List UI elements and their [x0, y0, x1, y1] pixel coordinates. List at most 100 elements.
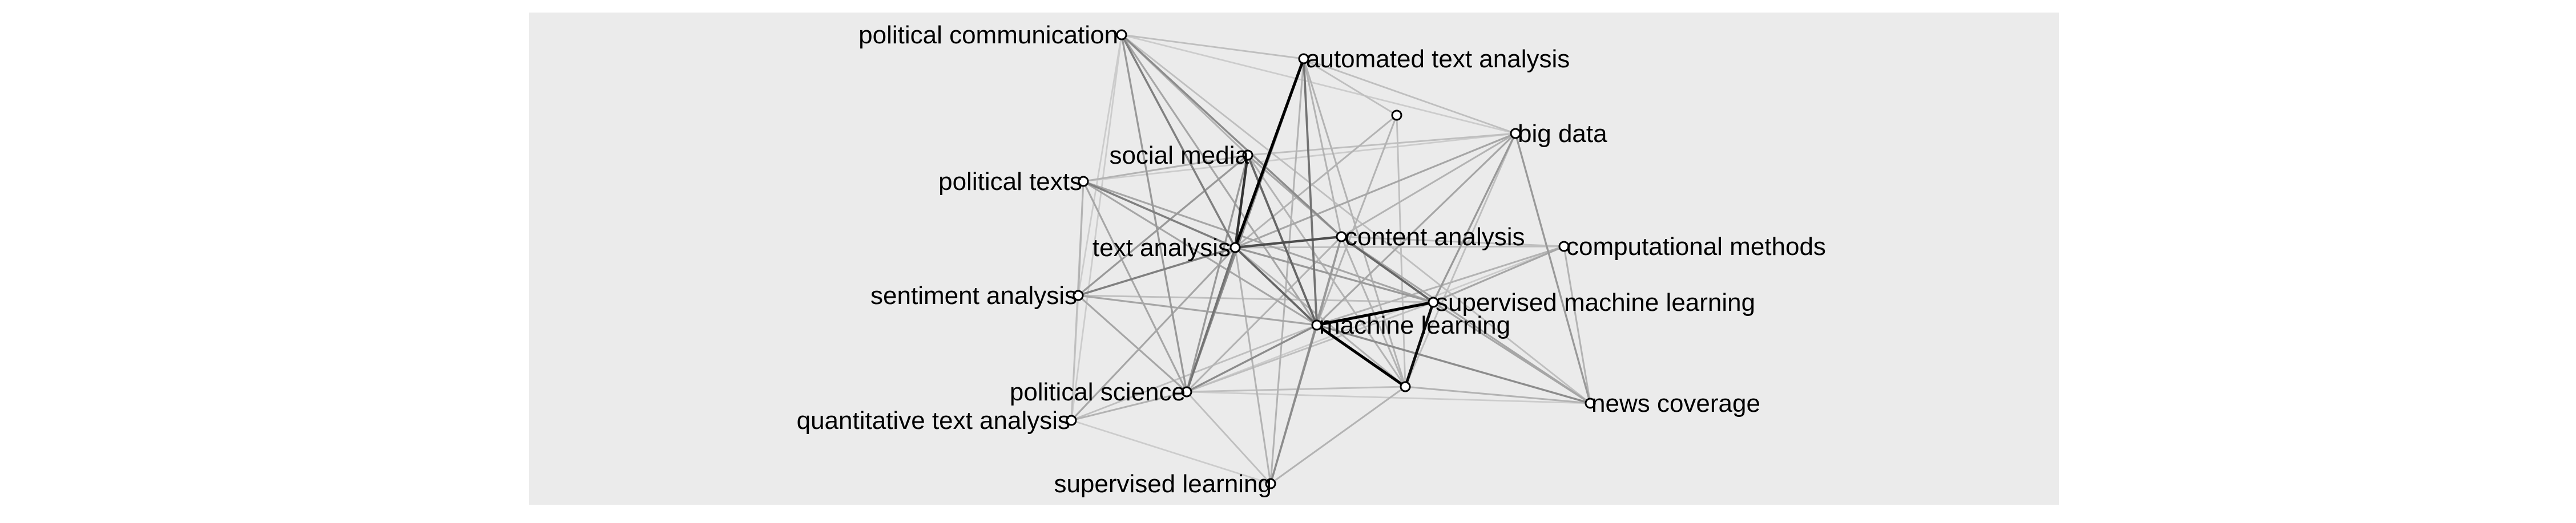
edge-supervised-learning-political-science — [1186, 391, 1272, 485]
edge-sentiment-analysis-supervised-machine-learning — [1077, 294, 1434, 303]
node-label-social-media: social media — [1109, 141, 1249, 169]
node-label-news-coverage: news coverage — [1591, 390, 1760, 417]
node-supervised-learning — [1265, 478, 1276, 489]
edge-political-texts-political-science — [1082, 180, 1188, 393]
node-label-machine-learning: machine learning — [1319, 311, 1510, 339]
edge-computational-methods-text-analysis — [1234, 245, 1565, 249]
edge-computational-methods-supervised-machine-learning — [1432, 245, 1565, 303]
edge-news-coverage-content-analysis — [1340, 236, 1591, 404]
edge-sentiment-analysis-machine-learning — [1077, 294, 1318, 326]
node-label-sentiment-analysis: sentiment analysis — [870, 282, 1077, 310]
node-unlabeled-top — [1391, 110, 1402, 121]
edge-political-communication-news-coverage — [1120, 34, 1591, 404]
edge-political-science-machine-learning — [1186, 324, 1318, 393]
edge-political-texts-text-analysis — [1082, 180, 1236, 249]
edge-political-communication-automated-text-analysis — [1120, 34, 1305, 60]
edge-computational-methods-news-coverage — [1563, 245, 1591, 404]
edge-big-data-supervised-machine-learning — [1432, 132, 1517, 303]
edge-unlabeled-top-machine-learning — [1316, 114, 1398, 326]
edge-computational-methods-political-science — [1186, 245, 1565, 393]
edge-content-analysis-unlabeled-bottom — [1340, 236, 1406, 388]
edge-sentiment-analysis-text-analysis — [1077, 246, 1236, 297]
node-unlabeled-bottom — [1400, 381, 1411, 392]
edge-supervised-machine-learning-news-coverage — [1432, 301, 1591, 404]
node-label-quantitative-text-analysis: quantitative text analysis — [797, 407, 1070, 435]
edge-computational-methods-content-analysis — [1340, 236, 1565, 248]
edge-quantitative-text-analysis-political-science — [1070, 391, 1188, 421]
node-political-communication — [1116, 29, 1127, 40]
edge-unlabeled-bottom-political-science — [1186, 386, 1406, 393]
edge-political-communication-quantitative-text-analysis — [1070, 34, 1123, 421]
edge-political-communication-sentiment-analysis — [1077, 34, 1123, 297]
edge-social-media-big-data — [1247, 132, 1517, 156]
edge-content-analysis-machine-learning — [1316, 236, 1343, 326]
edge-political-texts-sentiment-analysis — [1077, 180, 1085, 297]
edge-big-data-political-texts — [1082, 132, 1517, 183]
node-label-computational-methods: computational methods — [1566, 233, 1826, 261]
edge-text-analysis-unlabeled-bottom — [1234, 246, 1406, 388]
node-label-supervised-learning: supervised learning — [1054, 470, 1272, 498]
node-label-political-communication: political communication — [858, 21, 1118, 49]
edge-political-communication-text-analysis — [1120, 34, 1236, 249]
node-political-science — [1181, 386, 1192, 398]
node-big-data — [1510, 128, 1521, 139]
edge-content-analysis-supervised-machine-learning — [1340, 236, 1434, 303]
edge-political-texts-machine-learning — [1082, 180, 1318, 326]
edge-machine-learning-supervised-machine-learning — [1315, 301, 1435, 327]
edge-social-media-text-analysis — [1233, 153, 1249, 249]
edge-automated-text-analysis-unlabeled-bottom — [1303, 58, 1406, 388]
edge-political-communication-content-analysis — [1120, 34, 1343, 238]
node-automated-text-analysis — [1298, 53, 1309, 64]
edge-unlabeled-top-text-analysis — [1234, 114, 1398, 249]
edge-sentiment-analysis-social-media — [1077, 154, 1249, 297]
edge-supervised-learning-unlabeled-bottom — [1269, 386, 1406, 485]
edges-layer — [1070, 34, 1591, 485]
edge-supervised-learning-machine-learning — [1269, 324, 1318, 485]
node-label-automated-text-analysis: automated text analysis — [1306, 45, 1570, 73]
edge-automated-text-analysis-machine-learning — [1303, 58, 1318, 326]
edge-unlabeled-bottom-news-coverage — [1404, 386, 1591, 404]
node-label-content-analysis: content analysis — [1345, 223, 1525, 251]
edge-big-data-machine-learning — [1316, 132, 1517, 326]
edge-news-coverage-big-data — [1514, 132, 1591, 404]
node-content-analysis — [1336, 231, 1347, 242]
edge-big-data-unlabeled-bottom — [1404, 132, 1517, 388]
edge-sentiment-analysis-political-science — [1077, 294, 1188, 393]
edge-big-data-content-analysis — [1340, 132, 1517, 238]
edge-automated-text-analysis-big-data — [1303, 58, 1517, 135]
edge-automated-text-analysis-unlabeled-top — [1303, 58, 1398, 116]
edge-automated-text-analysis-text-analysis — [1233, 57, 1305, 249]
edge-text-analysis-content-analysis — [1233, 235, 1343, 249]
edge-machine-learning-unlabeled-bottom — [1315, 323, 1407, 388]
edge-supervised-machine-learning-unlabeled-bottom — [1404, 301, 1435, 388]
node-label-political-science: political science — [1010, 378, 1186, 406]
labels-layer: political communication automated text an… — [797, 21, 1826, 498]
node-sentiment-analysis — [1073, 290, 1084, 301]
edge-text-analysis-quantitative-text-analysis — [1070, 246, 1236, 421]
node-news-coverage — [1585, 398, 1596, 409]
edge-political-science-social-media — [1186, 154, 1249, 393]
panel-background — [529, 13, 2059, 505]
node-label-political-texts: political texts — [938, 168, 1082, 196]
node-political-texts — [1078, 176, 1089, 187]
edge-political-texts-supervised-machine-learning — [1082, 180, 1434, 303]
edge-news-coverage-machine-learning — [1316, 324, 1591, 404]
node-machine-learning — [1311, 319, 1323, 331]
node-label-supervised-machine-learning: supervised machine learning — [1436, 289, 1755, 317]
edge-text-analysis-machine-learning — [1234, 246, 1318, 326]
node-label-big-data: big data — [1518, 120, 1607, 148]
node-quantitative-text-analysis — [1066, 415, 1077, 426]
node-social-media — [1242, 149, 1253, 161]
edge-social-media-unlabeled-bottom — [1247, 154, 1406, 388]
node-label-text-analysis: text analysis — [1093, 234, 1231, 262]
edge-political-communication-big-data — [1120, 34, 1517, 135]
edge-political-science-news-coverage — [1186, 391, 1591, 404]
edge-text-analysis-political-science — [1186, 246, 1236, 393]
edge-automated-text-analysis-supervised-learning — [1269, 58, 1305, 485]
node-computational-methods — [1558, 241, 1570, 252]
edge-political-texts-social-media — [1082, 154, 1249, 183]
node-supervised-machine-learning — [1428, 297, 1439, 308]
edge-supervised-learning-text-analysis — [1234, 246, 1272, 485]
edge-unlabeled-top-unlabeled-bottom — [1396, 114, 1406, 388]
nodes-layer — [1066, 29, 1596, 489]
